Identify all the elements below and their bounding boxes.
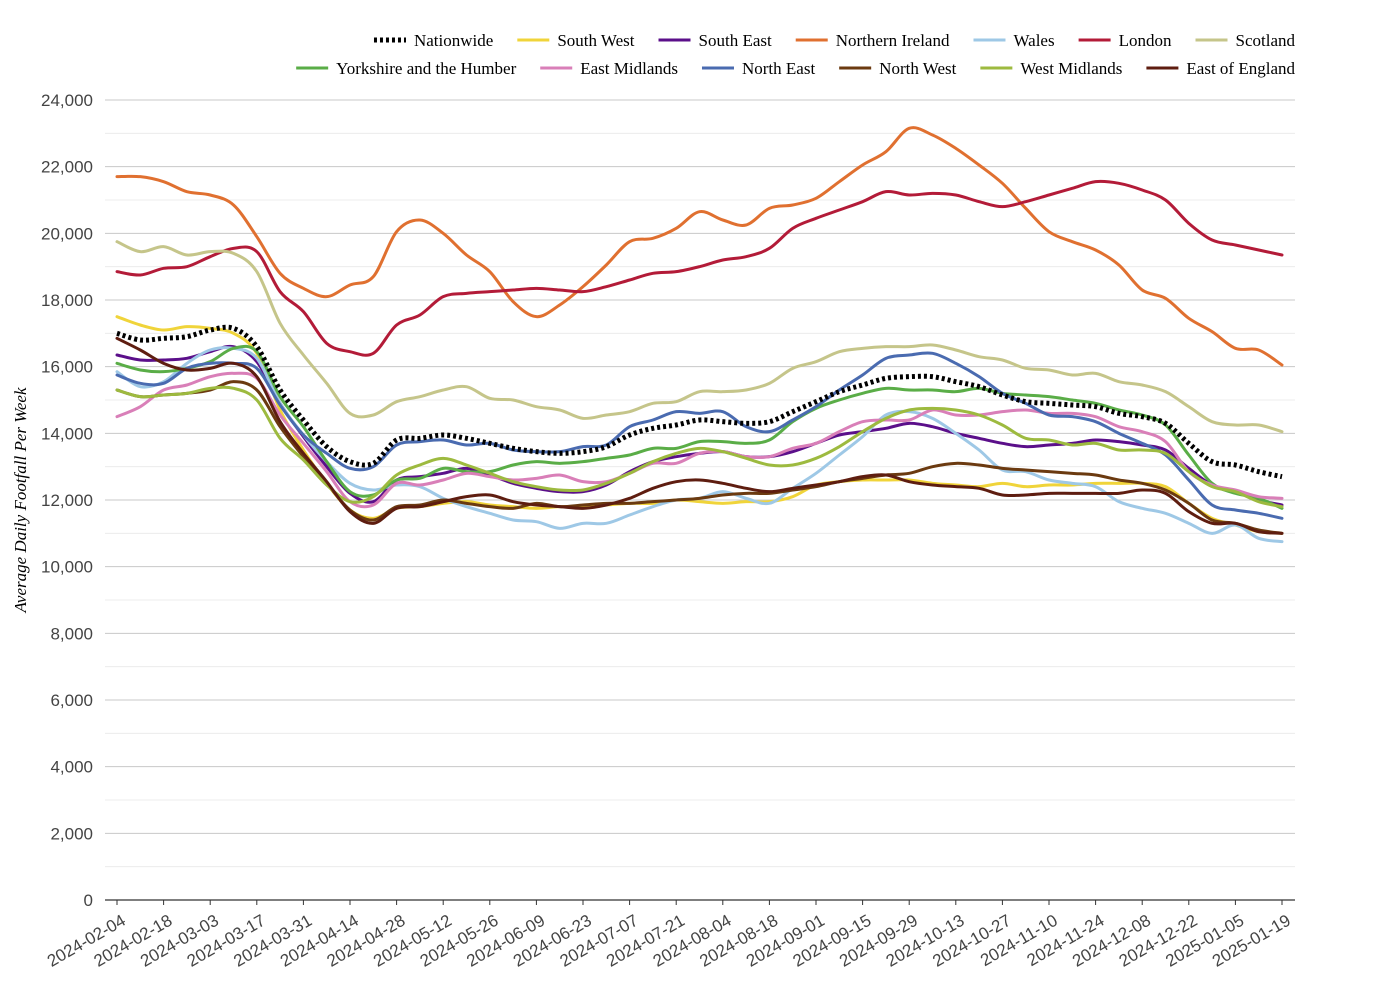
legend-label-wales: Wales	[1013, 31, 1054, 50]
series-line-north-east	[115, 351, 1284, 520]
y-axis-label: Average Daily Footfall Per Week	[11, 387, 30, 613]
y-tick-label: 16,000	[41, 358, 93, 377]
legend-label-london: London	[1119, 31, 1172, 50]
y-tick-label: 22,000	[41, 158, 93, 177]
legend-label-south-west: South West	[557, 31, 634, 50]
y-tick-label: 20,000	[41, 224, 93, 243]
legend-label-east-midlands: East Midlands	[580, 59, 678, 78]
y-tick-label: 12,000	[41, 491, 93, 510]
series-line-northern-ireland	[115, 126, 1284, 367]
y-tick-label: 10,000	[41, 558, 93, 577]
y-tick-label: 4,000	[50, 758, 93, 777]
series-line-london	[115, 179, 1284, 357]
legend-label-nationwide: Nationwide	[414, 31, 493, 50]
x-axis: 2024-02-042024-02-182024-03-032024-03-17…	[44, 899, 1295, 971]
series-line-scotland	[115, 240, 1284, 434]
legend-label-northern-ireland: Northern Ireland	[836, 31, 950, 50]
series-line-west-midlands	[115, 385, 1284, 509]
y-axis: 0 2,000 4,000 6,000 8,000 10,000 12,000 14,000 1…	[41, 91, 93, 910]
series-line-yorkshire-and-the-humber	[115, 344, 1284, 510]
legend-label-north-east: North East	[742, 59, 815, 78]
series-line-south-west	[115, 315, 1284, 535]
legend-label-scotland: Scotland	[1236, 31, 1296, 50]
y-tick-label: 14,000	[41, 424, 93, 443]
legend-label-south-east: South East	[699, 31, 772, 50]
series-line-north-west	[115, 380, 1284, 535]
y-tick-label: 18,000	[41, 291, 93, 310]
series-line-east-of-england	[115, 336, 1284, 535]
grid-lines	[105, 99, 1295, 868]
series-line-east-midlands	[115, 371, 1284, 509]
legend-label-east-of-england: East of England	[1186, 59, 1295, 78]
y-tick-label: 2,000	[50, 824, 93, 843]
legend-label-north-west: North West	[879, 59, 956, 78]
series-lines	[115, 126, 1284, 544]
y-tick-label: 8,000	[50, 624, 93, 643]
legend: Nationwide South West South East Northern I…	[296, 31, 1295, 78]
series-line-nationwide	[116, 324, 1283, 480]
y-tick-label: 6,000	[50, 691, 93, 710]
y-tick-label: 0	[84, 891, 93, 910]
legend-label-west-midlands: West Midlands	[1020, 59, 1122, 78]
y-tick-label: 24,000	[41, 91, 93, 110]
legend-label-yorkshire-and-the-humber: Yorkshire and the Humber	[336, 59, 516, 78]
